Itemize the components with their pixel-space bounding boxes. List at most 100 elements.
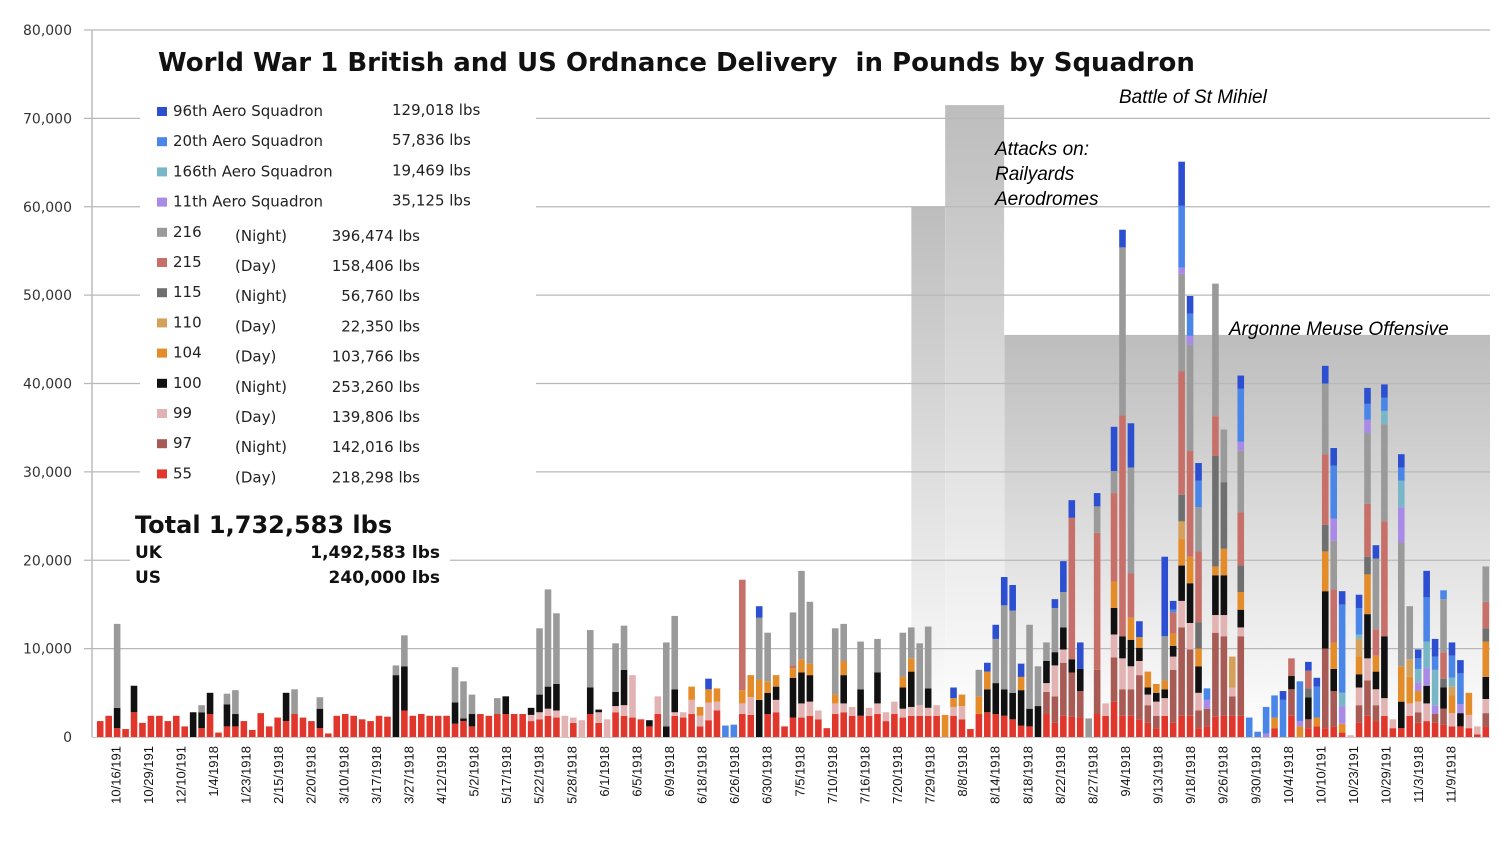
bar-segment-100 [1119, 636, 1126, 659]
legend-total: 218,298 lbs [332, 468, 420, 486]
bar-segment-216 [1372, 558, 1380, 630]
bar-stack [637, 719, 645, 737]
bar-segment-55 [1068, 716, 1076, 737]
bar-segment-99 [544, 708, 552, 716]
bar-segment-216 [992, 638, 1000, 684]
bar-segment-104 [747, 675, 755, 698]
bar-stack [417, 714, 425, 737]
bar-segment-55 [1000, 715, 1008, 737]
bar-segment-100 [586, 687, 594, 715]
bar-segment-104 [1448, 695, 1456, 714]
bar-segment-96th [755, 606, 763, 618]
bar-segment-55 [358, 719, 366, 737]
bar-stack [570, 717, 577, 737]
bar-segment-104 [941, 714, 949, 737]
bar-segment-215 [1110, 493, 1118, 582]
bar-segment-20th [1245, 717, 1253, 737]
bar-segment-100 [544, 686, 552, 709]
bar-segment-97 [1237, 636, 1245, 716]
bar-segment-100 [130, 685, 138, 713]
bar-stack [1212, 283, 1219, 737]
bar-segment-55 [907, 715, 915, 737]
bar-stack [620, 625, 628, 737]
bar-segment-216 [840, 623, 847, 661]
bar-segment-104 [975, 696, 983, 715]
bar-segment-55 [325, 733, 332, 737]
bar-segment-55 [679, 717, 687, 737]
bar-stack [164, 721, 172, 737]
legend-item: 110 (Day) 22,350 lbs [157, 313, 420, 335]
bar-segment-96th [1186, 296, 1194, 314]
bar-segment-55 [1372, 721, 1380, 737]
bar-stack [1068, 500, 1076, 737]
bar-segment-99 [1119, 658, 1126, 690]
legend-swatch [157, 107, 167, 116]
bar-segment-100 [755, 699, 763, 737]
bar-stack [730, 724, 738, 737]
bar-segment-215 [1127, 573, 1135, 618]
bar-stack [1136, 621, 1143, 737]
bar-stack [1034, 666, 1042, 737]
bar-segment-11th [1423, 668, 1430, 686]
bar-stack [130, 685, 138, 737]
bar-segment-99 [1465, 714, 1473, 729]
bar-segment-55 [1169, 722, 1177, 737]
bar-segment-166th [1355, 634, 1363, 639]
bar-stack [341, 714, 349, 737]
bar-segment-11th [1397, 507, 1405, 543]
bar-segment-115 [1220, 482, 1228, 549]
bar-segment-99 [1127, 666, 1135, 690]
bar-segment-55 [333, 715, 341, 737]
bar-stack [434, 715, 442, 737]
bar-segment-55 [1110, 701, 1118, 737]
bar-segment-216 [1330, 540, 1337, 590]
bar-segment-96th [1110, 426, 1118, 471]
bar-segment-96th [705, 678, 712, 690]
bar-stack [764, 632, 771, 737]
x-tick-label: 6/1/1918 [597, 746, 612, 797]
legend-label: 96th Aero Squadron [173, 102, 323, 120]
bar-segment-216 [1051, 607, 1059, 653]
bar-segment-96th [1076, 642, 1084, 669]
bar-stack [1119, 229, 1126, 737]
bar-segment-55 [130, 712, 138, 737]
bar-segment-55 [299, 717, 307, 737]
bar-segment-96th [1009, 584, 1016, 611]
legend-total: 253,260 lbs [332, 378, 420, 396]
bar-segment-96th [1161, 556, 1169, 637]
bar-stack [831, 628, 839, 737]
bar-segment-100 [189, 712, 197, 737]
bar-segment-216 [806, 601, 814, 664]
bar-segment-100 [1178, 565, 1185, 601]
bar-stack [240, 721, 248, 737]
x-tick-label: 9/13/1918 [1151, 746, 1166, 804]
bar-segment-55 [1321, 728, 1329, 737]
bar-segment-20th [1169, 609, 1177, 613]
bar-segment-110 [1229, 656, 1236, 688]
bar-segment-104 [755, 679, 763, 700]
bar-segment-55 [1161, 715, 1169, 737]
bar-segment-11th [1431, 705, 1439, 715]
y-tick-label: 50,000 [23, 288, 72, 304]
bar-segment-104 [1136, 637, 1143, 648]
bar-segment-96th [1457, 660, 1464, 674]
bar-segment-55 [485, 715, 493, 737]
bar-stack [1431, 638, 1439, 737]
legend-mode: (Night) [235, 227, 287, 245]
bar-segment-11th [1457, 704, 1464, 714]
bar-segment-55 [164, 721, 172, 737]
bar-stack [1178, 161, 1185, 737]
bar-segment-55 [1448, 726, 1456, 737]
bar-segment-55 [713, 710, 721, 737]
bar-segment-99 [1195, 692, 1202, 711]
legend-swatch [157, 348, 167, 358]
bar-stack [874, 638, 881, 737]
bar-stack [299, 717, 307, 737]
bar-segment-216 [1026, 624, 1033, 709]
bar-segment-99 [1229, 687, 1236, 697]
bar-segment-96th [1448, 642, 1456, 656]
x-tick-label: 5/2/1918 [467, 746, 482, 797]
bar-segment-97 [1152, 715, 1160, 729]
bar-segment-100 [646, 720, 653, 727]
bar-stack [1229, 656, 1236, 737]
